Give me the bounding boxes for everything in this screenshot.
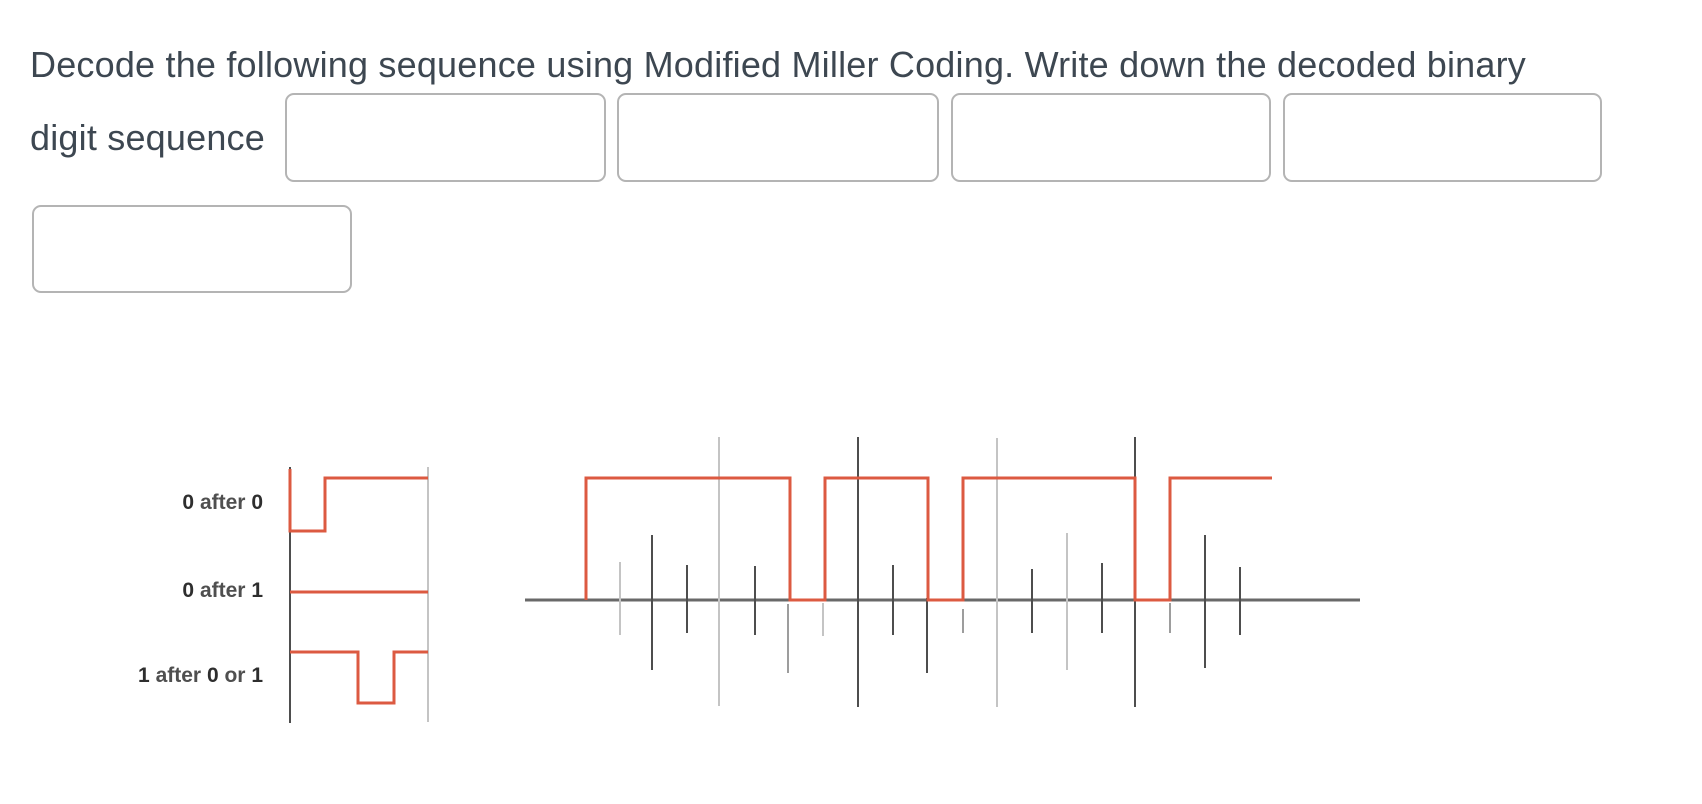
answer-blank-3[interactable] <box>951 93 1271 182</box>
legend-digit: 0 <box>182 491 195 514</box>
bit-boundary-lines <box>718 437 1136 707</box>
signal-trace-group <box>584 476 1272 602</box>
legend-digit: 0 <box>182 579 195 602</box>
answer-blank-2[interactable] <box>617 93 939 182</box>
legend-glyph-3 <box>290 650 428 705</box>
legend-digit: 1 <box>251 664 263 687</box>
legend-label-0-after-0: 0 after 0 <box>182 491 263 514</box>
answer-blank-1[interactable] <box>285 93 606 182</box>
legend-label-0-after-1: 0 after 1 <box>182 579 263 602</box>
legend-glyph-1 <box>288 469 428 533</box>
legend-digit: 0 <box>206 664 219 687</box>
answer-blank-4[interactable] <box>1283 93 1602 182</box>
question-text-line1: Decode the following sequence using Modi… <box>30 44 1526 85</box>
legend-waveform-glyphs <box>288 469 428 705</box>
answer-blank-5[interactable] <box>32 205 352 293</box>
legend-frame-lines <box>289 467 429 723</box>
signal-trace <box>584 476 1272 602</box>
question-text-line2: digit sequence <box>30 117 265 158</box>
legend-digit: 1 <box>251 579 263 602</box>
legend-digit: 1 <box>138 664 150 687</box>
tick-marks <box>619 533 1241 673</box>
legend-label-1-after-0-or-1: 1 after 0 or 1 <box>138 664 263 687</box>
legend-digit: 0 <box>251 491 263 514</box>
